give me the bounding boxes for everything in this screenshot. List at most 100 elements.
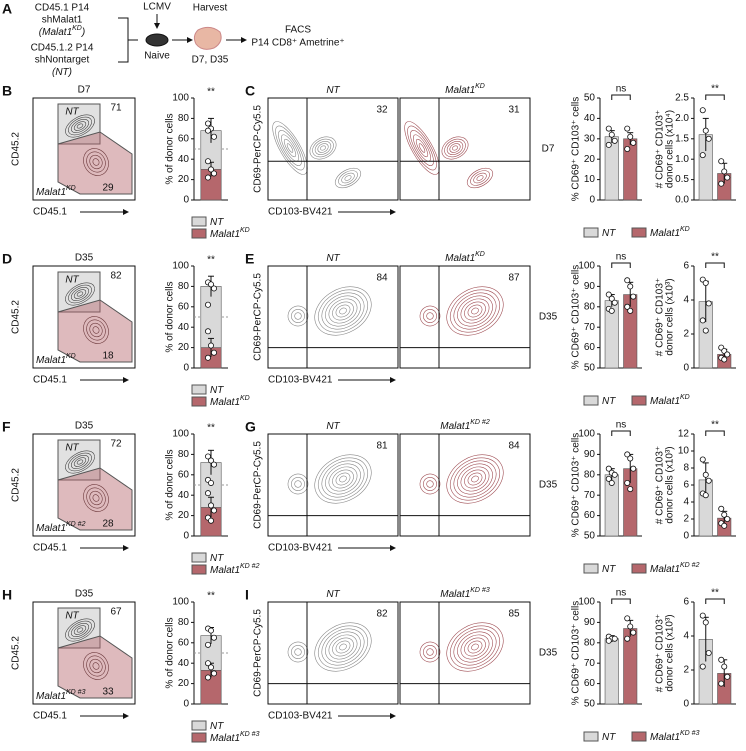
gate-label-sup: KD #3 xyxy=(66,689,86,696)
y-tick-label: 20 xyxy=(178,174,190,185)
data-point xyxy=(207,281,214,288)
data-point xyxy=(724,516,731,523)
y-axis-label: # CD69⁺ CD103⁺ xyxy=(655,446,666,524)
contour xyxy=(70,622,90,638)
data-point xyxy=(204,354,211,361)
contour xyxy=(291,645,305,659)
y-tick-label: 80 xyxy=(178,617,190,628)
legend-label: NT xyxy=(602,396,616,407)
contour xyxy=(452,145,458,151)
contour xyxy=(325,295,361,327)
contour xyxy=(467,304,483,318)
contour xyxy=(83,652,109,680)
legend-label-text: Malat1 xyxy=(210,229,240,240)
data-point xyxy=(210,133,217,140)
y-axis-label: # CD69⁺ CD103⁺ xyxy=(655,110,666,188)
legend-label-sup: KD xyxy=(240,395,250,402)
contour xyxy=(341,172,355,184)
flow-plot xyxy=(267,97,399,201)
data-point xyxy=(630,465,637,472)
contour xyxy=(76,123,84,129)
contour xyxy=(453,460,497,498)
data-point xyxy=(605,291,612,298)
contour xyxy=(86,319,106,341)
data-point xyxy=(702,327,709,334)
panel-letter: I xyxy=(245,587,249,603)
data-point xyxy=(702,471,709,478)
y-tick-label: 1.0 xyxy=(675,154,689,165)
y-tick-label: 0 xyxy=(183,363,189,374)
flow-plot xyxy=(399,97,531,201)
data-point xyxy=(624,615,631,622)
panel-letter: C xyxy=(245,83,255,99)
contour xyxy=(446,286,504,336)
contour xyxy=(476,175,484,181)
y-tick-label: 100 xyxy=(172,93,189,104)
quad-title-sup: KD #2 xyxy=(470,419,490,426)
contour xyxy=(441,136,469,160)
data-point xyxy=(627,486,634,493)
legend-label-text: Malat1 xyxy=(650,396,680,407)
data-point xyxy=(705,135,712,142)
y-tick-label: 4 xyxy=(683,295,689,306)
contour xyxy=(318,457,368,501)
contour xyxy=(332,637,354,657)
legend-label: Malat1KD #3 xyxy=(210,731,260,743)
data-point xyxy=(721,168,728,175)
data-point xyxy=(204,674,211,681)
y-tick-label: 60 xyxy=(584,510,596,521)
contour xyxy=(68,620,92,640)
y-tick-label: 60 xyxy=(584,342,596,353)
quad-title-text: NT xyxy=(326,253,340,264)
contour xyxy=(332,301,354,321)
data-point xyxy=(204,453,211,460)
facs: FACS xyxy=(285,25,311,36)
data-point xyxy=(705,300,712,307)
cell-group-after: ) xyxy=(81,27,85,38)
y-tick-label: 40 xyxy=(178,322,190,333)
gate-label: NT xyxy=(65,107,79,118)
contour xyxy=(312,138,334,158)
y-axis-label: % of donor cells xyxy=(165,617,176,688)
legend-swatch xyxy=(631,563,647,574)
gate-label-sup: KD xyxy=(66,353,76,360)
significance: ** xyxy=(711,84,719,95)
contour xyxy=(317,143,329,153)
data-point xyxy=(721,663,728,670)
contour xyxy=(89,658,103,674)
gate xyxy=(57,607,101,649)
data-point xyxy=(724,673,731,680)
contour xyxy=(92,326,100,334)
contour xyxy=(294,648,302,656)
infection: LCMV xyxy=(143,2,171,13)
gate xyxy=(57,103,101,145)
y-tick-label: 80 xyxy=(178,113,190,124)
legend-label: Malat1KD xyxy=(210,227,250,239)
contour xyxy=(450,457,500,501)
legend-swatch xyxy=(191,216,207,227)
legend-label: NT xyxy=(602,732,616,743)
data-point xyxy=(611,635,618,642)
y-axis-label: % CD69⁺ CD103⁺ cells xyxy=(571,97,582,201)
data-point xyxy=(611,137,618,144)
quad-value: 82 xyxy=(376,609,388,620)
y-tick-label: 80 xyxy=(584,301,596,312)
data-point xyxy=(699,107,706,114)
legend-swatch xyxy=(191,564,207,575)
side-label: D35 xyxy=(539,312,558,323)
y-tick-label: 8 xyxy=(683,463,689,474)
y-tick-label: 100 xyxy=(578,261,595,272)
legend-label-sup: KD xyxy=(240,227,250,234)
y-tick-label: 100 xyxy=(172,597,189,608)
quad-title: NT xyxy=(326,85,340,96)
legend-label-text: Malat1 xyxy=(650,228,680,239)
data-point xyxy=(699,152,706,159)
quad-title: NT xyxy=(326,253,340,264)
data-point xyxy=(705,650,712,657)
panel-letter: D xyxy=(2,251,12,267)
contour xyxy=(446,622,504,672)
y-tick-label: 80 xyxy=(584,469,596,480)
contour xyxy=(404,121,440,175)
data-point xyxy=(207,166,214,173)
